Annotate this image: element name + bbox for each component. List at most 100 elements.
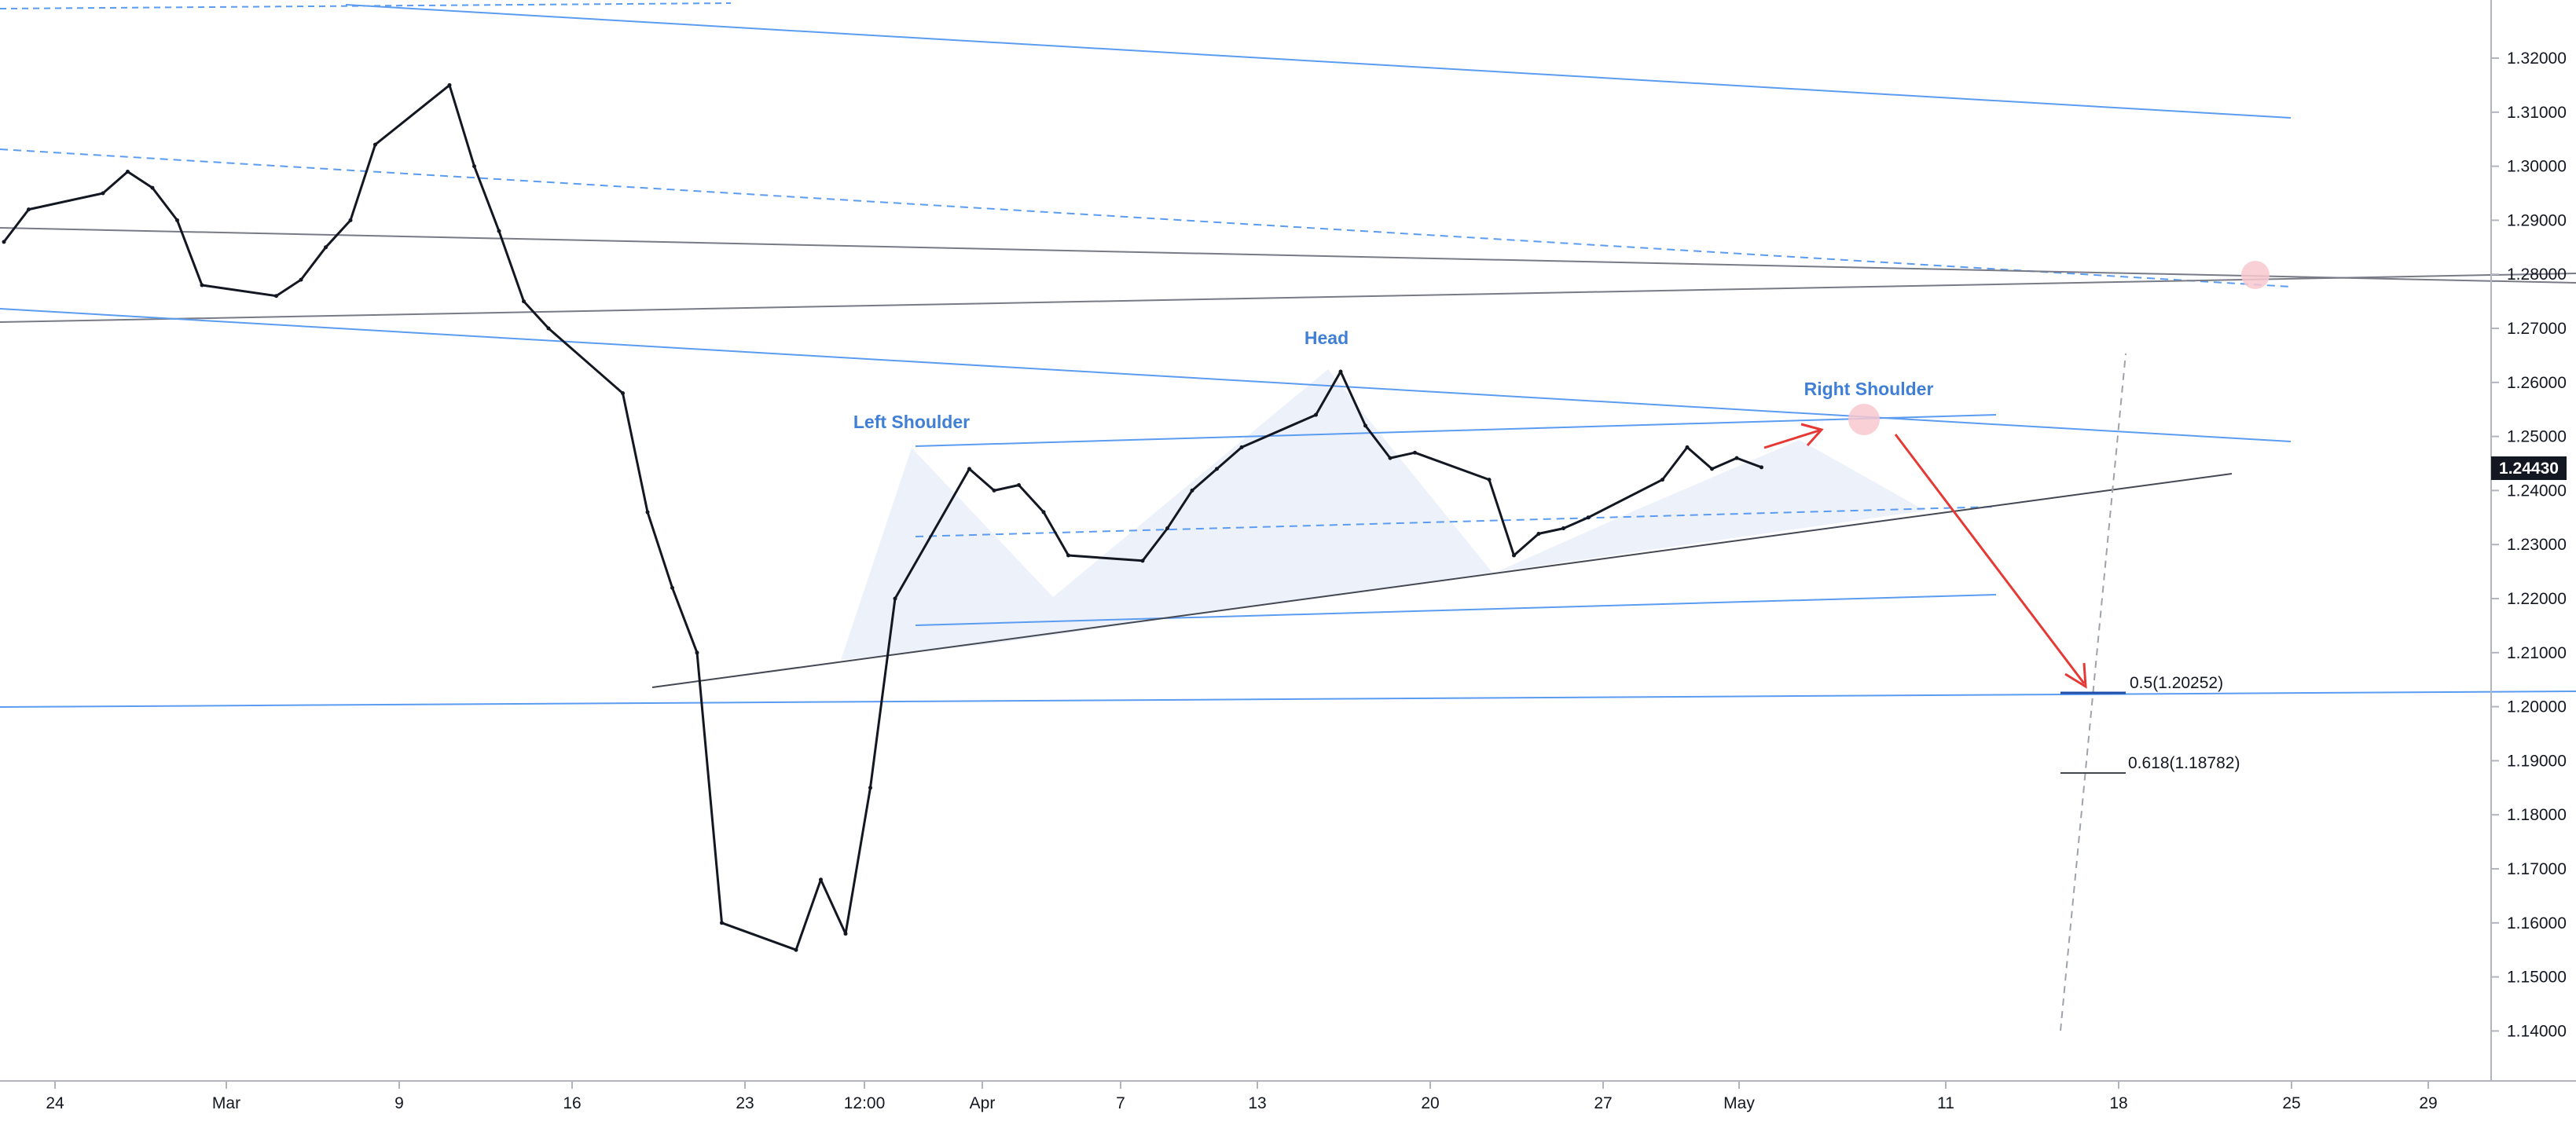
last-price-tag: 1.24430 (2491, 456, 2567, 480)
last-price-tag-bg (2491, 456, 2567, 480)
y-tick-label: 1.28000 (2507, 266, 2567, 284)
x-tick-label: 23 (736, 1094, 754, 1112)
right-shoulder-marker (1848, 404, 1880, 435)
price-line (2, 83, 1763, 951)
y-tick-label: 1.20000 (2507, 698, 2567, 716)
price-point (274, 294, 278, 299)
fib-0618-label: 0.618(1.18782) (2128, 754, 2240, 772)
x-tick-label: 16 (563, 1094, 581, 1112)
y-tick-label: 1.25000 (2507, 428, 2567, 446)
price-point (1760, 465, 1763, 470)
price-series-layer (2, 82, 1763, 952)
trendline-layer (0, 2, 2576, 1031)
price-point (175, 218, 179, 222)
x-tick-label: 20 (1421, 1094, 1439, 1112)
price-point (200, 283, 204, 288)
price-point (150, 185, 155, 190)
y-tick-label: 1.27000 (2507, 320, 2567, 338)
price-point (2, 240, 6, 244)
price-point (1338, 369, 1343, 374)
apex-marker (2241, 261, 2270, 289)
price-point (27, 207, 31, 212)
y-tick-label: 1.30000 (2507, 158, 2567, 176)
price-point (1363, 423, 1367, 428)
left-shoulder-label: Left Shoulder (853, 412, 970, 432)
red-arrow-down-shaft (1894, 434, 2086, 684)
y-tick-label: 1.16000 (2507, 914, 2567, 932)
price-point (1660, 478, 1664, 482)
price-point (1140, 559, 1145, 563)
price-point (1586, 515, 1591, 520)
descending-neckline-channel (0, 308, 2292, 442)
x-tick-label: 18 (2109, 1094, 2127, 1112)
price-point (720, 921, 724, 925)
price-point (101, 191, 105, 196)
price-point (992, 488, 996, 493)
price-point (868, 786, 872, 790)
price-point (447, 82, 452, 87)
price-point (1388, 456, 1393, 460)
price-point (1413, 450, 1417, 455)
price-point (1215, 467, 1219, 471)
x-tick-label: Apr (970, 1094, 996, 1112)
y-tick-label: 1.24000 (2507, 482, 2567, 500)
price-point (1239, 445, 1244, 449)
red-arrow-down-head (2064, 662, 2087, 689)
y-tick-label: 1.21000 (2507, 644, 2567, 662)
annotation-layer: Left Shoulder Head Right Shoulder 0.5(1.… (853, 328, 2240, 772)
x-tick-label: 7 (1116, 1094, 1125, 1112)
price-point (1041, 510, 1046, 515)
price-point (645, 510, 650, 515)
pattern-layer (841, 369, 1925, 660)
red-arrow-up-shaft (1763, 429, 1820, 449)
dashed-resistance-line (0, 148, 2292, 288)
price-point (670, 585, 674, 590)
price-point (497, 229, 501, 233)
price-point (1561, 526, 1565, 531)
price-point (1512, 553, 1516, 558)
price-point (126, 169, 130, 174)
x-tick-label: 11 (1937, 1094, 1954, 1112)
price-point (967, 467, 971, 471)
shoulder-top-line (915, 414, 1997, 447)
right-shoulder-label: Right Shoulder (1804, 379, 1934, 399)
head-label: Head (1305, 328, 1349, 348)
x-tick-label: May (1723, 1094, 1755, 1112)
x-tick-label: 29 (2419, 1094, 2437, 1112)
price-point (1066, 553, 1070, 558)
price-axis[interactable]: 1.32000 1.31000 1.30000 1.29000 1.28000 1.270… (2491, 49, 2567, 1040)
y-tick-label: 1.22000 (2507, 590, 2567, 608)
y-tick-label: 1.29000 (2507, 211, 2567, 229)
x-tick-label: 24 (46, 1094, 64, 1112)
x-tick-label: 13 (1248, 1094, 1266, 1112)
x-tick-label: 25 (2282, 1094, 2300, 1112)
y-tick-label: 1.23000 (2507, 536, 2567, 554)
price-point (299, 277, 303, 282)
gray-descending-line (0, 227, 2576, 284)
x-tick-label: Mar (212, 1094, 240, 1112)
price-point (1487, 478, 1492, 482)
pattern-bottom-line (915, 594, 1997, 626)
y-tick-label: 1.26000 (2507, 374, 2567, 392)
price-point (1536, 531, 1541, 536)
x-tick-label: 9 (394, 1094, 404, 1112)
x-tick-label: 27 (1594, 1094, 1612, 1112)
rising-neckline (651, 473, 2233, 688)
time-axis[interactable]: 24 Mar 9 16 23 12:00 Apr 7 13 20 27 May 11 18 25 29 (46, 1081, 2438, 1112)
gray-ascending-line (0, 273, 2576, 323)
y-tick-label: 1.15000 (2507, 969, 2567, 987)
price-point (1314, 412, 1318, 417)
price-point (695, 650, 699, 655)
price-point (843, 932, 848, 936)
price-point (819, 877, 823, 882)
y-tick-label: 1.32000 (2507, 49, 2567, 68)
price-point (348, 218, 353, 222)
price-point (373, 142, 377, 147)
y-tick-label: 1.19000 (2507, 752, 2567, 770)
y-tick-label: 1.14000 (2507, 1022, 2567, 1040)
head-shoulders-shading (841, 369, 1925, 660)
price-point (546, 326, 551, 331)
